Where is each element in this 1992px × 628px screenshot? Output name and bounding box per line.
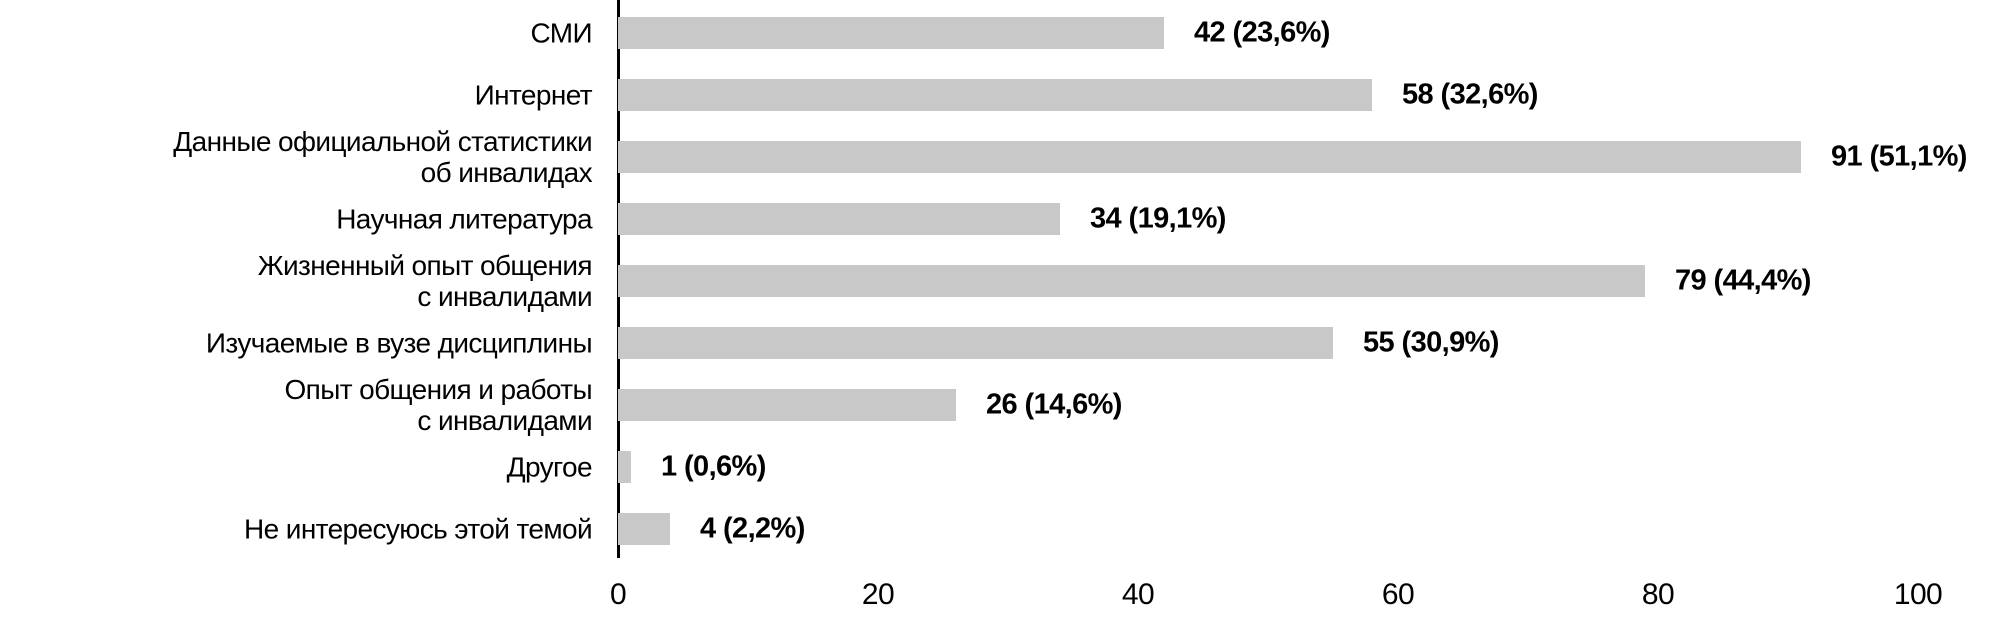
- value-label: 1 (0,6%): [661, 450, 766, 483]
- bar: [618, 513, 670, 545]
- x-tick-label: 20: [861, 578, 895, 611]
- x-tick-label: 40: [1121, 578, 1155, 611]
- value-label: 34 (19,1%): [1090, 202, 1226, 235]
- x-tick-label: 80: [1641, 578, 1675, 611]
- category-label: Научная литература: [336, 203, 592, 235]
- x-tick-label: 100: [1893, 578, 1943, 611]
- bar: [618, 79, 1372, 111]
- bar: [618, 141, 1801, 173]
- bar: [618, 389, 956, 421]
- x-tick-label: 0: [609, 578, 627, 611]
- category-label: Изучаемые в вузе дисциплины: [205, 327, 593, 359]
- value-label: 4 (2,2%): [700, 512, 805, 545]
- value-label: 79 (44,4%): [1675, 264, 1811, 297]
- category-label: Интернет: [474, 79, 593, 111]
- value-label: 58 (32,6%): [1402, 78, 1538, 111]
- bar: [618, 17, 1164, 49]
- value-label: 26 (14,6%): [986, 388, 1122, 421]
- bar: [618, 451, 631, 483]
- category-label: Не интересуюсь этой темой: [244, 513, 593, 545]
- category-label: СМИ: [530, 17, 592, 49]
- bar: [618, 327, 1333, 359]
- category-label: Другое: [506, 451, 593, 483]
- value-label: 55 (30,9%): [1363, 326, 1499, 359]
- category-label: Данные официальной статистики об инвалид…: [173, 126, 592, 188]
- value-label: 42 (23,6%): [1194, 16, 1330, 49]
- category-label: Жизненный опыт общения с инвалидами: [257, 250, 593, 312]
- x-tick-label: 60: [1381, 578, 1415, 611]
- bar: [618, 203, 1060, 235]
- category-label: Опыт общения и работы с инвалидами: [284, 374, 592, 436]
- bar: [618, 265, 1645, 297]
- value-label: 91 (51,1%): [1831, 140, 1967, 173]
